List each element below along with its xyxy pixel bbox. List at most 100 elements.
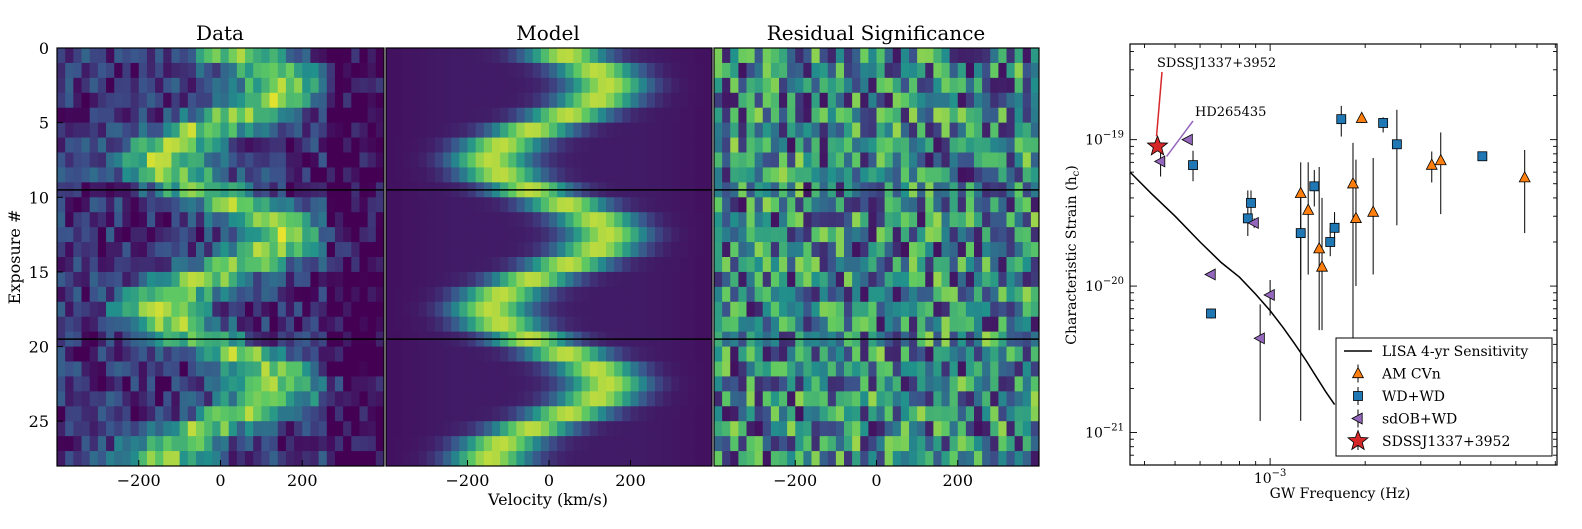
- heatmap-cell: [386, 167, 395, 183]
- heatmap-cell: [811, 152, 821, 169]
- heatmap-cell: [467, 257, 477, 273]
- heatmap-cell: [917, 316, 926, 333]
- heatmap-cell: [155, 421, 164, 437]
- heatmap-cell: [245, 451, 254, 466]
- heatmap-cell: [949, 257, 959, 273]
- heatmap-cell: [451, 62, 460, 79]
- heatmap-cell: [803, 346, 813, 363]
- heatmap-cell: [638, 227, 648, 243]
- heatmap-cell: [925, 376, 934, 392]
- heatmap-cell: [508, 257, 517, 273]
- heatmap-cell: [606, 48, 615, 64]
- heatmap-cell: [277, 107, 287, 124]
- heatmap-cell: [187, 301, 197, 318]
- heatmap-cell: [343, 346, 352, 363]
- heatmap-cell: [294, 257, 303, 273]
- heatmap-cell: [876, 77, 886, 94]
- heatmap-cell: [359, 286, 369, 303]
- heatmap-cell: [236, 167, 246, 183]
- heatmap-cell: [581, 122, 591, 139]
- heatmap-cell: [722, 271, 731, 288]
- heatmap-cell: [97, 62, 107, 79]
- heatmap-cell: [925, 92, 934, 109]
- heatmap-cell: [738, 436, 748, 452]
- heatmap-cell: [557, 421, 566, 437]
- heatmap-cell: [795, 257, 804, 273]
- heatmap-cell: [654, 122, 664, 139]
- heatmap-cell: [410, 451, 420, 466]
- heatmap-cell: [974, 286, 983, 303]
- heatmap-cell: [754, 406, 764, 422]
- heatmap-cell: [236, 406, 246, 422]
- heatmap-cell: [860, 227, 869, 243]
- heatmap-cell: [819, 122, 829, 139]
- heatmap-cell: [491, 48, 501, 64]
- heatmap-cell: [1006, 436, 1016, 452]
- heatmap-cell: [326, 62, 336, 79]
- heatmap-cell: [957, 242, 967, 258]
- heatmap-cell: [204, 361, 213, 378]
- heatmap-cell: [500, 92, 509, 109]
- heatmap-cell: [386, 451, 395, 466]
- heatmap-cell: [195, 92, 205, 109]
- heatmap-cell: [671, 197, 680, 213]
- heatmap-cell: [146, 271, 156, 288]
- heatmap-cell: [500, 77, 509, 94]
- heatmap-cell: [835, 406, 845, 422]
- heatmap-cell: [770, 421, 780, 437]
- heatmap-cell: [508, 212, 517, 228]
- heatmap-cell: [451, 361, 460, 378]
- heatmap-cell: [852, 451, 861, 466]
- heatmap-cell: [500, 316, 509, 333]
- heatmap-cell: [573, 421, 583, 437]
- heatmap-cell: [827, 77, 837, 94]
- heatmap-cell: [122, 62, 132, 79]
- heatmap-cell: [803, 406, 813, 422]
- heatmap-cell: [212, 137, 222, 154]
- heatmap-cell: [876, 137, 886, 154]
- heatmap-cell: [467, 242, 477, 258]
- heatmap-cell: [762, 376, 772, 392]
- heatmap-cell: [754, 451, 764, 466]
- heatmap-cell: [516, 406, 526, 422]
- heatmap-cell: [703, 257, 712, 273]
- heatmap-cell: [386, 406, 395, 422]
- heatmap-cell: [933, 271, 943, 288]
- heatmap-cell: [671, 77, 680, 94]
- heatmap-cell: [81, 301, 91, 318]
- heatmap-cell: [703, 227, 712, 243]
- heatmap-cell: [434, 361, 444, 378]
- heatmap-cell: [1022, 286, 1032, 303]
- heatmap-cell: [819, 271, 829, 288]
- heatmap-cell: [212, 346, 222, 363]
- heatmap-cell: [654, 361, 664, 378]
- heatmap-cell: [540, 301, 550, 318]
- x-tick-label: 200: [615, 471, 646, 490]
- heatmap-cell: [795, 137, 804, 154]
- heatmap-cell: [1006, 406, 1016, 422]
- heatmap-cell: [876, 152, 886, 169]
- heatmap-cell: [687, 212, 697, 228]
- heatmap-cell: [949, 48, 959, 64]
- heatmap-cell: [318, 48, 328, 64]
- heatmap-cell: [155, 286, 164, 303]
- heatmap-cell: [459, 421, 469, 437]
- heatmap-cell: [892, 227, 902, 243]
- heatmap-cell: [418, 301, 428, 318]
- heatmap-cell: [703, 77, 712, 94]
- heatmap-cell: [852, 421, 861, 437]
- heatmap-cell: [695, 376, 705, 392]
- heatmap-cell: [614, 92, 623, 109]
- heatmap-cell: [557, 77, 566, 94]
- heatmap-cell: [779, 227, 788, 243]
- heatmap-cell: [261, 122, 271, 139]
- heatmap-cell: [663, 271, 672, 288]
- heatmap-cell: [787, 167, 796, 183]
- heatmap-cell: [722, 137, 731, 154]
- heatmap-cell: [827, 376, 837, 392]
- heatmap-cell: [294, 421, 303, 437]
- heatmap-cell: [508, 376, 517, 392]
- heatmap-cell: [982, 376, 991, 392]
- heatmap-cell: [811, 167, 821, 183]
